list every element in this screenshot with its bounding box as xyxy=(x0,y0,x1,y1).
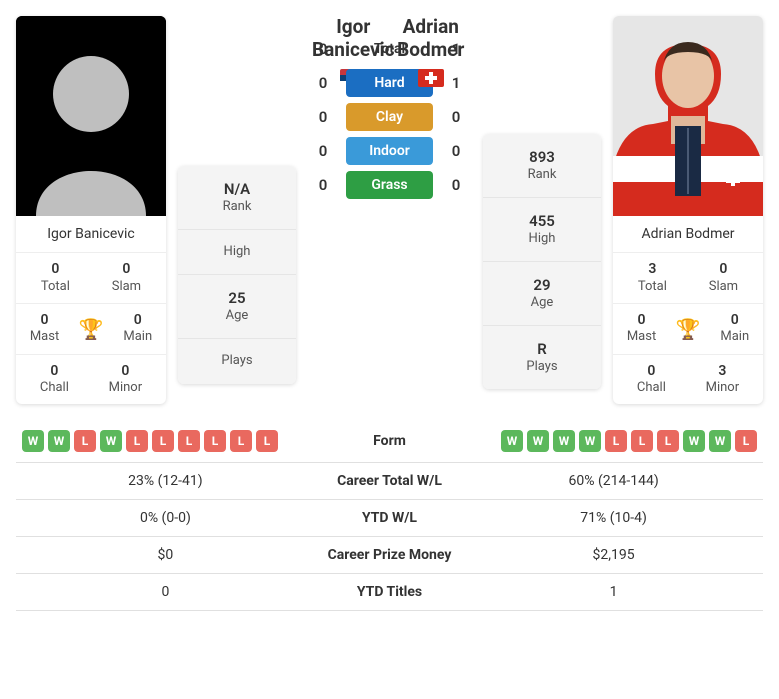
h2h-row-hard: 0Hard1 xyxy=(308,69,471,97)
player1-info-card: N/A Rank High 25 Age Plays xyxy=(178,166,296,384)
win-badge[interactable]: W xyxy=(683,430,705,452)
h2h-p1-value: 0 xyxy=(308,142,338,160)
compare-row: 0YTD Titles1 xyxy=(16,574,763,611)
h2h-label: Grass xyxy=(346,171,433,199)
h2h-p2-value: 0 xyxy=(441,142,471,160)
comparison-table: WWLWLLLLLL Form WWWWLLLWWL 23% (12-41)Ca… xyxy=(16,420,763,611)
h2h-p2-value: 0 xyxy=(441,108,471,126)
loss-badge[interactable]: L xyxy=(657,430,679,452)
loss-badge[interactable]: L xyxy=(74,430,96,452)
win-badge[interactable]: W xyxy=(22,430,44,452)
center-column: IgorBanicevic AdrianBodmer 0Total10Hard1… xyxy=(308,16,471,205)
compare-p1-value: 0 xyxy=(16,574,315,611)
p1-high: High xyxy=(178,230,296,275)
p2-chall-titles: 0 Chall xyxy=(637,363,666,397)
player-comparison-grid: Igor Banicevic 0 Total 0 Slam 0 Mast 🏆 0… xyxy=(16,16,763,404)
p1-rank: N/A Rank xyxy=(178,166,296,230)
h2h-p2-value: 1 xyxy=(441,74,471,92)
win-badge[interactable]: W xyxy=(100,430,122,452)
loss-badge[interactable]: L xyxy=(735,430,757,452)
player2-info-card: 893 Rank 455 High 29 Age R Plays xyxy=(483,134,601,389)
player1-name[interactable]: Igor Banicevic xyxy=(16,216,166,253)
loss-badge[interactable]: L xyxy=(152,430,174,452)
form-label: Form xyxy=(315,420,464,463)
p2-high: 455 High xyxy=(483,198,601,262)
h2h-p1-value: 0 xyxy=(308,40,338,58)
p2-form-badges: WWWWLLLWWL xyxy=(470,430,757,452)
loss-badge[interactable]: L xyxy=(605,430,627,452)
loss-badge[interactable]: L xyxy=(204,430,226,452)
compare-p2-value: 1 xyxy=(464,574,763,611)
h2h-label: Total xyxy=(346,35,433,63)
player2-name[interactable]: Adrian Bodmer xyxy=(613,216,763,253)
compare-p2-value: $2,195 xyxy=(464,537,763,574)
player2-photo xyxy=(613,16,763,216)
loss-badge[interactable]: L xyxy=(631,430,653,452)
p1-age: 25 Age xyxy=(178,275,296,339)
loss-badge[interactable]: L xyxy=(256,430,278,452)
player1-card: Igor Banicevic 0 Total 0 Slam 0 Mast 🏆 0… xyxy=(16,16,166,404)
compare-p1-value: $0 xyxy=(16,537,315,574)
p1-slam-titles: 0 Slam xyxy=(112,261,141,295)
p1-mast-titles: 0 Mast xyxy=(30,312,59,346)
h2h-p2-value: 0 xyxy=(441,176,471,194)
compare-label: YTD Titles xyxy=(315,574,464,611)
compare-label: Career Prize Money xyxy=(315,537,464,574)
compare-row: 23% (12-41)Career Total W/L60% (214-144) xyxy=(16,463,763,500)
p1-chall-titles: 0 Chall xyxy=(40,363,69,397)
compare-row: 0% (0-0)YTD W/L71% (10-4) xyxy=(16,500,763,537)
p2-main-titles: 0 Main xyxy=(720,312,749,346)
h2h-p2-value: 1 xyxy=(441,40,471,58)
form-row: WWLWLLLLLL Form WWWWLLLWWL xyxy=(16,420,763,463)
compare-label: YTD W/L xyxy=(315,500,464,537)
h2h-label: Indoor xyxy=(346,137,433,165)
p2-slam-titles: 0 Slam xyxy=(709,261,738,295)
p2-rank: 893 Rank xyxy=(483,134,601,198)
p2-total-titles: 3 Total xyxy=(638,261,667,295)
h2h-row-indoor: 0 Indoor 0 xyxy=(308,137,471,165)
win-badge[interactable]: W xyxy=(709,430,731,452)
p1-total-titles: 0 Total xyxy=(41,261,70,295)
win-badge[interactable]: W xyxy=(579,430,601,452)
compare-label: Career Total W/L xyxy=(315,463,464,500)
loss-badge[interactable]: L xyxy=(126,430,148,452)
h2h-row-grass: 0 Grass 0 xyxy=(308,171,471,199)
p1-minor-titles: 0 Minor xyxy=(109,363,143,397)
player2-card: Adrian Bodmer 3 Total 0 Slam 0 Mast 🏆 0 … xyxy=(613,16,763,404)
switzerland-flag-icon xyxy=(418,69,444,87)
h2h-p1-value: 0 xyxy=(308,176,338,194)
h2h-surface-table: 0Total10Hard10Clay00Indoor00Grass0 xyxy=(308,91,471,205)
player1-photo-placeholder xyxy=(16,16,166,216)
loss-badge[interactable]: L xyxy=(230,430,252,452)
h2h-p1-value: 0 xyxy=(308,74,338,92)
compare-p2-value: 71% (10-4) xyxy=(464,500,763,537)
win-badge[interactable]: W xyxy=(501,430,523,452)
p2-plays: R Plays xyxy=(483,326,601,389)
p2-age: 29 Age xyxy=(483,262,601,326)
win-badge[interactable]: W xyxy=(553,430,575,452)
compare-row: $0Career Prize Money$2,195 xyxy=(16,537,763,574)
p1-plays: Plays xyxy=(178,339,296,383)
h2h-label: Clay xyxy=(346,103,433,131)
h2h-row-clay: 0 Clay 0 xyxy=(308,103,471,131)
p2-mast-titles: 0 Mast xyxy=(627,312,656,346)
h2h-row-total: 0 Total 1 xyxy=(308,35,471,63)
p1-form-badges: WWLWLLLLLL xyxy=(22,430,309,452)
h2h-p1-value: 0 xyxy=(308,108,338,126)
loss-badge[interactable]: L xyxy=(178,430,200,452)
compare-p1-value: 23% (12-41) xyxy=(16,463,315,500)
win-badge[interactable]: W xyxy=(527,430,549,452)
trophy-icon: 🏆 xyxy=(676,317,701,341)
trophy-icon: 🏆 xyxy=(79,317,104,341)
compare-p2-value: 60% (214-144) xyxy=(464,463,763,500)
p2-minor-titles: 3 Minor xyxy=(706,363,740,397)
p1-main-titles: 0 Main xyxy=(123,312,152,346)
compare-p1-value: 0% (0-0) xyxy=(16,500,315,537)
win-badge[interactable]: W xyxy=(48,430,70,452)
